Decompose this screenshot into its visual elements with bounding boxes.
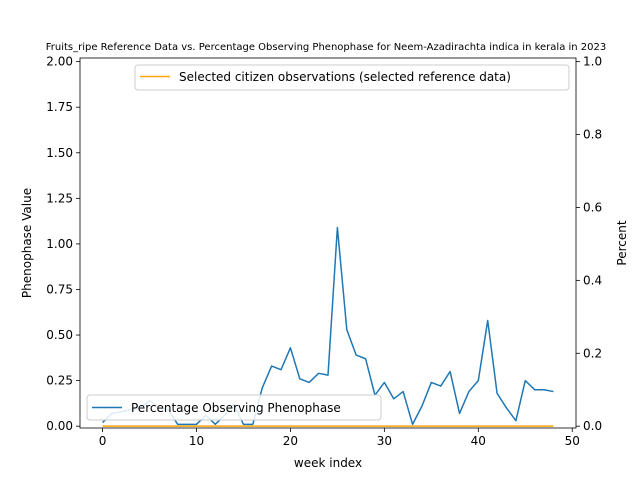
- legend-label-citizen: Selected citizen observations (selected …: [179, 70, 511, 84]
- y-left-tick-label: 1.75: [46, 100, 73, 114]
- x-tick-label: 20: [283, 434, 298, 448]
- y-right-tick-label: 1.0: [583, 55, 602, 69]
- y-right-tick-label: 0.6: [583, 200, 602, 214]
- legend-lower-left: Percentage Observing Phenophase: [86, 394, 382, 421]
- legend-label-percentage: Percentage Observing Phenophase: [131, 401, 341, 415]
- y-right-tick-label: 0.8: [583, 128, 602, 142]
- plot-frame: [79, 57, 577, 429]
- series-line-percentage-observing: [102, 226, 554, 426]
- chart-title: Fruits_ripe Reference Data vs. Percentag…: [46, 42, 607, 53]
- y-left-tick-label: 1.50: [46, 146, 73, 160]
- y-left-tick-label: 0.75: [46, 282, 73, 296]
- x-tick-label: 40: [471, 434, 486, 448]
- x-tick-label: 0: [99, 434, 107, 448]
- y-left-tick-label: 0.25: [46, 374, 73, 388]
- y-right-tick-label: 0.2: [583, 346, 602, 360]
- x-axis-label: week index: [294, 456, 362, 470]
- legend-upper-right: Selected citizen observations (selected …: [134, 64, 570, 91]
- x-tick-label: 30: [377, 434, 392, 448]
- legend-upper-right-box: [134, 64, 570, 91]
- y-right-tick-label: 0.4: [583, 273, 602, 287]
- y-left-tick-label: 2.00: [46, 55, 73, 69]
- y-left-tick-label: 0.50: [46, 328, 73, 342]
- x-tick-label: 10: [189, 434, 204, 448]
- legend-lower-left-box: [86, 394, 382, 421]
- y-axis-label-left: Phenophase Value: [20, 188, 34, 298]
- y-left-tick-label: 1.25: [46, 191, 73, 205]
- y-left-tick-label: 0.00: [46, 419, 73, 433]
- x-tick-label: 50: [565, 434, 580, 448]
- y-axis-label-right: Percent: [615, 220, 629, 265]
- y-left-tick-label: 1.00: [46, 237, 73, 251]
- y-right-tick-label: 0.0: [583, 419, 602, 433]
